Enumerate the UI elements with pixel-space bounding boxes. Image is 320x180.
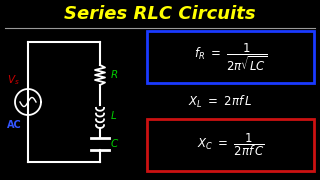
Text: C: C [110, 139, 118, 149]
Text: L: L [111, 111, 117, 121]
Text: $V_s$: $V_s$ [7, 73, 20, 87]
Text: $X_L\ =\ 2\pi f\, L$: $X_L\ =\ 2\pi f\, L$ [188, 94, 252, 110]
Text: $X_C\ =\ \dfrac{1}{2\pi f\, C}$: $X_C\ =\ \dfrac{1}{2\pi f\, C}$ [197, 132, 265, 158]
Text: R: R [110, 70, 118, 80]
Text: $f_R\ =\ \dfrac{1}{2\pi\sqrt{LC}}$: $f_R\ =\ \dfrac{1}{2\pi\sqrt{LC}}$ [194, 41, 268, 73]
Text: Series RLC Circuits: Series RLC Circuits [64, 5, 256, 23]
Text: AC: AC [7, 120, 21, 130]
